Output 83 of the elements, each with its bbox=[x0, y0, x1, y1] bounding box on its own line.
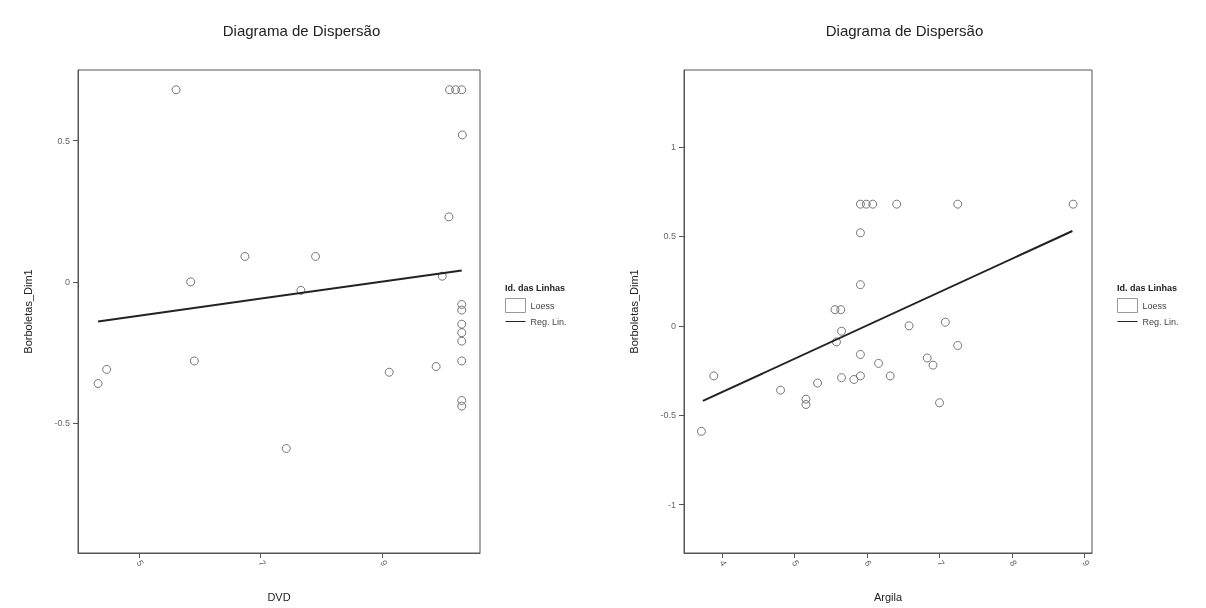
point bbox=[922, 353, 932, 363]
y-axis-title: Borboletas_Dim1 bbox=[627, 269, 640, 354]
point bbox=[696, 426, 706, 436]
legend-title: Id. das Linhas bbox=[1117, 282, 1178, 293]
x-tick-label: 6 bbox=[862, 558, 874, 568]
point bbox=[240, 251, 250, 261]
legend-label: Reg. Lin. bbox=[1142, 316, 1179, 327]
legend-label: Loess bbox=[1142, 300, 1168, 311]
point bbox=[801, 394, 811, 404]
point bbox=[457, 328, 467, 338]
point bbox=[709, 371, 719, 381]
point bbox=[861, 199, 871, 209]
point bbox=[457, 299, 467, 309]
y-tick-label: -0.5 bbox=[660, 410, 676, 421]
y-tick-label: 0.5 bbox=[57, 135, 70, 146]
x-tick-label: 7 bbox=[935, 558, 947, 568]
point bbox=[457, 130, 467, 140]
point bbox=[855, 371, 865, 381]
point bbox=[801, 400, 811, 410]
point bbox=[457, 401, 467, 411]
point bbox=[281, 443, 291, 453]
point bbox=[171, 85, 181, 95]
point bbox=[457, 356, 467, 366]
point bbox=[457, 319, 467, 329]
x-tick-label: 9 bbox=[1080, 558, 1092, 568]
point bbox=[813, 378, 823, 388]
point bbox=[837, 326, 847, 336]
point bbox=[311, 251, 321, 261]
point bbox=[928, 360, 938, 370]
point bbox=[904, 321, 914, 331]
point bbox=[445, 85, 455, 95]
point bbox=[837, 373, 847, 383]
y-axis-title: Borboletas_Dim1 bbox=[21, 269, 34, 354]
y-tick-label: 0.5 bbox=[663, 231, 676, 242]
point bbox=[855, 280, 865, 290]
x-axis-title: DVD bbox=[267, 590, 291, 603]
point bbox=[384, 367, 394, 377]
point bbox=[776, 385, 786, 395]
y-tick-label: 0 bbox=[64, 276, 70, 287]
point bbox=[296, 285, 306, 295]
legend-label: Loess bbox=[530, 300, 556, 311]
point bbox=[830, 305, 840, 315]
point bbox=[457, 395, 467, 405]
point bbox=[93, 379, 103, 389]
legend-label: Reg. Lin. bbox=[530, 316, 567, 327]
point bbox=[836, 305, 846, 315]
x-tick-label: 4 bbox=[717, 558, 729, 568]
point bbox=[457, 305, 467, 315]
point bbox=[831, 337, 841, 347]
x-tick-label: 5 bbox=[790, 558, 802, 568]
point bbox=[892, 199, 902, 209]
point bbox=[855, 228, 865, 238]
x-tick-label: 5 bbox=[134, 558, 146, 568]
point bbox=[189, 356, 199, 366]
x-tick-label: 9 bbox=[378, 558, 390, 568]
point bbox=[431, 362, 441, 372]
y-tick-label: -1 bbox=[667, 499, 676, 510]
x-tick-label: 7 bbox=[256, 558, 268, 568]
point bbox=[885, 371, 895, 381]
y-tick-label: 1 bbox=[670, 141, 676, 152]
x-tick-label: 8 bbox=[1007, 558, 1019, 568]
point bbox=[451, 85, 461, 95]
chart-title: Diagrama de Dispersão bbox=[825, 22, 984, 39]
point bbox=[102, 364, 112, 374]
point bbox=[855, 199, 865, 209]
point bbox=[1068, 199, 1078, 209]
point bbox=[186, 277, 196, 287]
y-tick-label: 0 bbox=[670, 320, 676, 331]
point bbox=[457, 85, 467, 95]
point bbox=[940, 317, 950, 327]
point bbox=[935, 398, 945, 408]
chart-title: Diagrama de Dispersão bbox=[222, 22, 381, 39]
point bbox=[457, 336, 467, 346]
point bbox=[953, 340, 963, 350]
point bbox=[868, 199, 878, 209]
point bbox=[849, 374, 859, 384]
point bbox=[953, 199, 963, 209]
point bbox=[444, 212, 454, 222]
y-tick-label: -0.5 bbox=[54, 418, 70, 429]
point bbox=[874, 358, 884, 368]
x-axis-title: Argila bbox=[873, 590, 903, 603]
point bbox=[855, 349, 865, 359]
legend-title: Id. das Linhas bbox=[505, 282, 566, 293]
